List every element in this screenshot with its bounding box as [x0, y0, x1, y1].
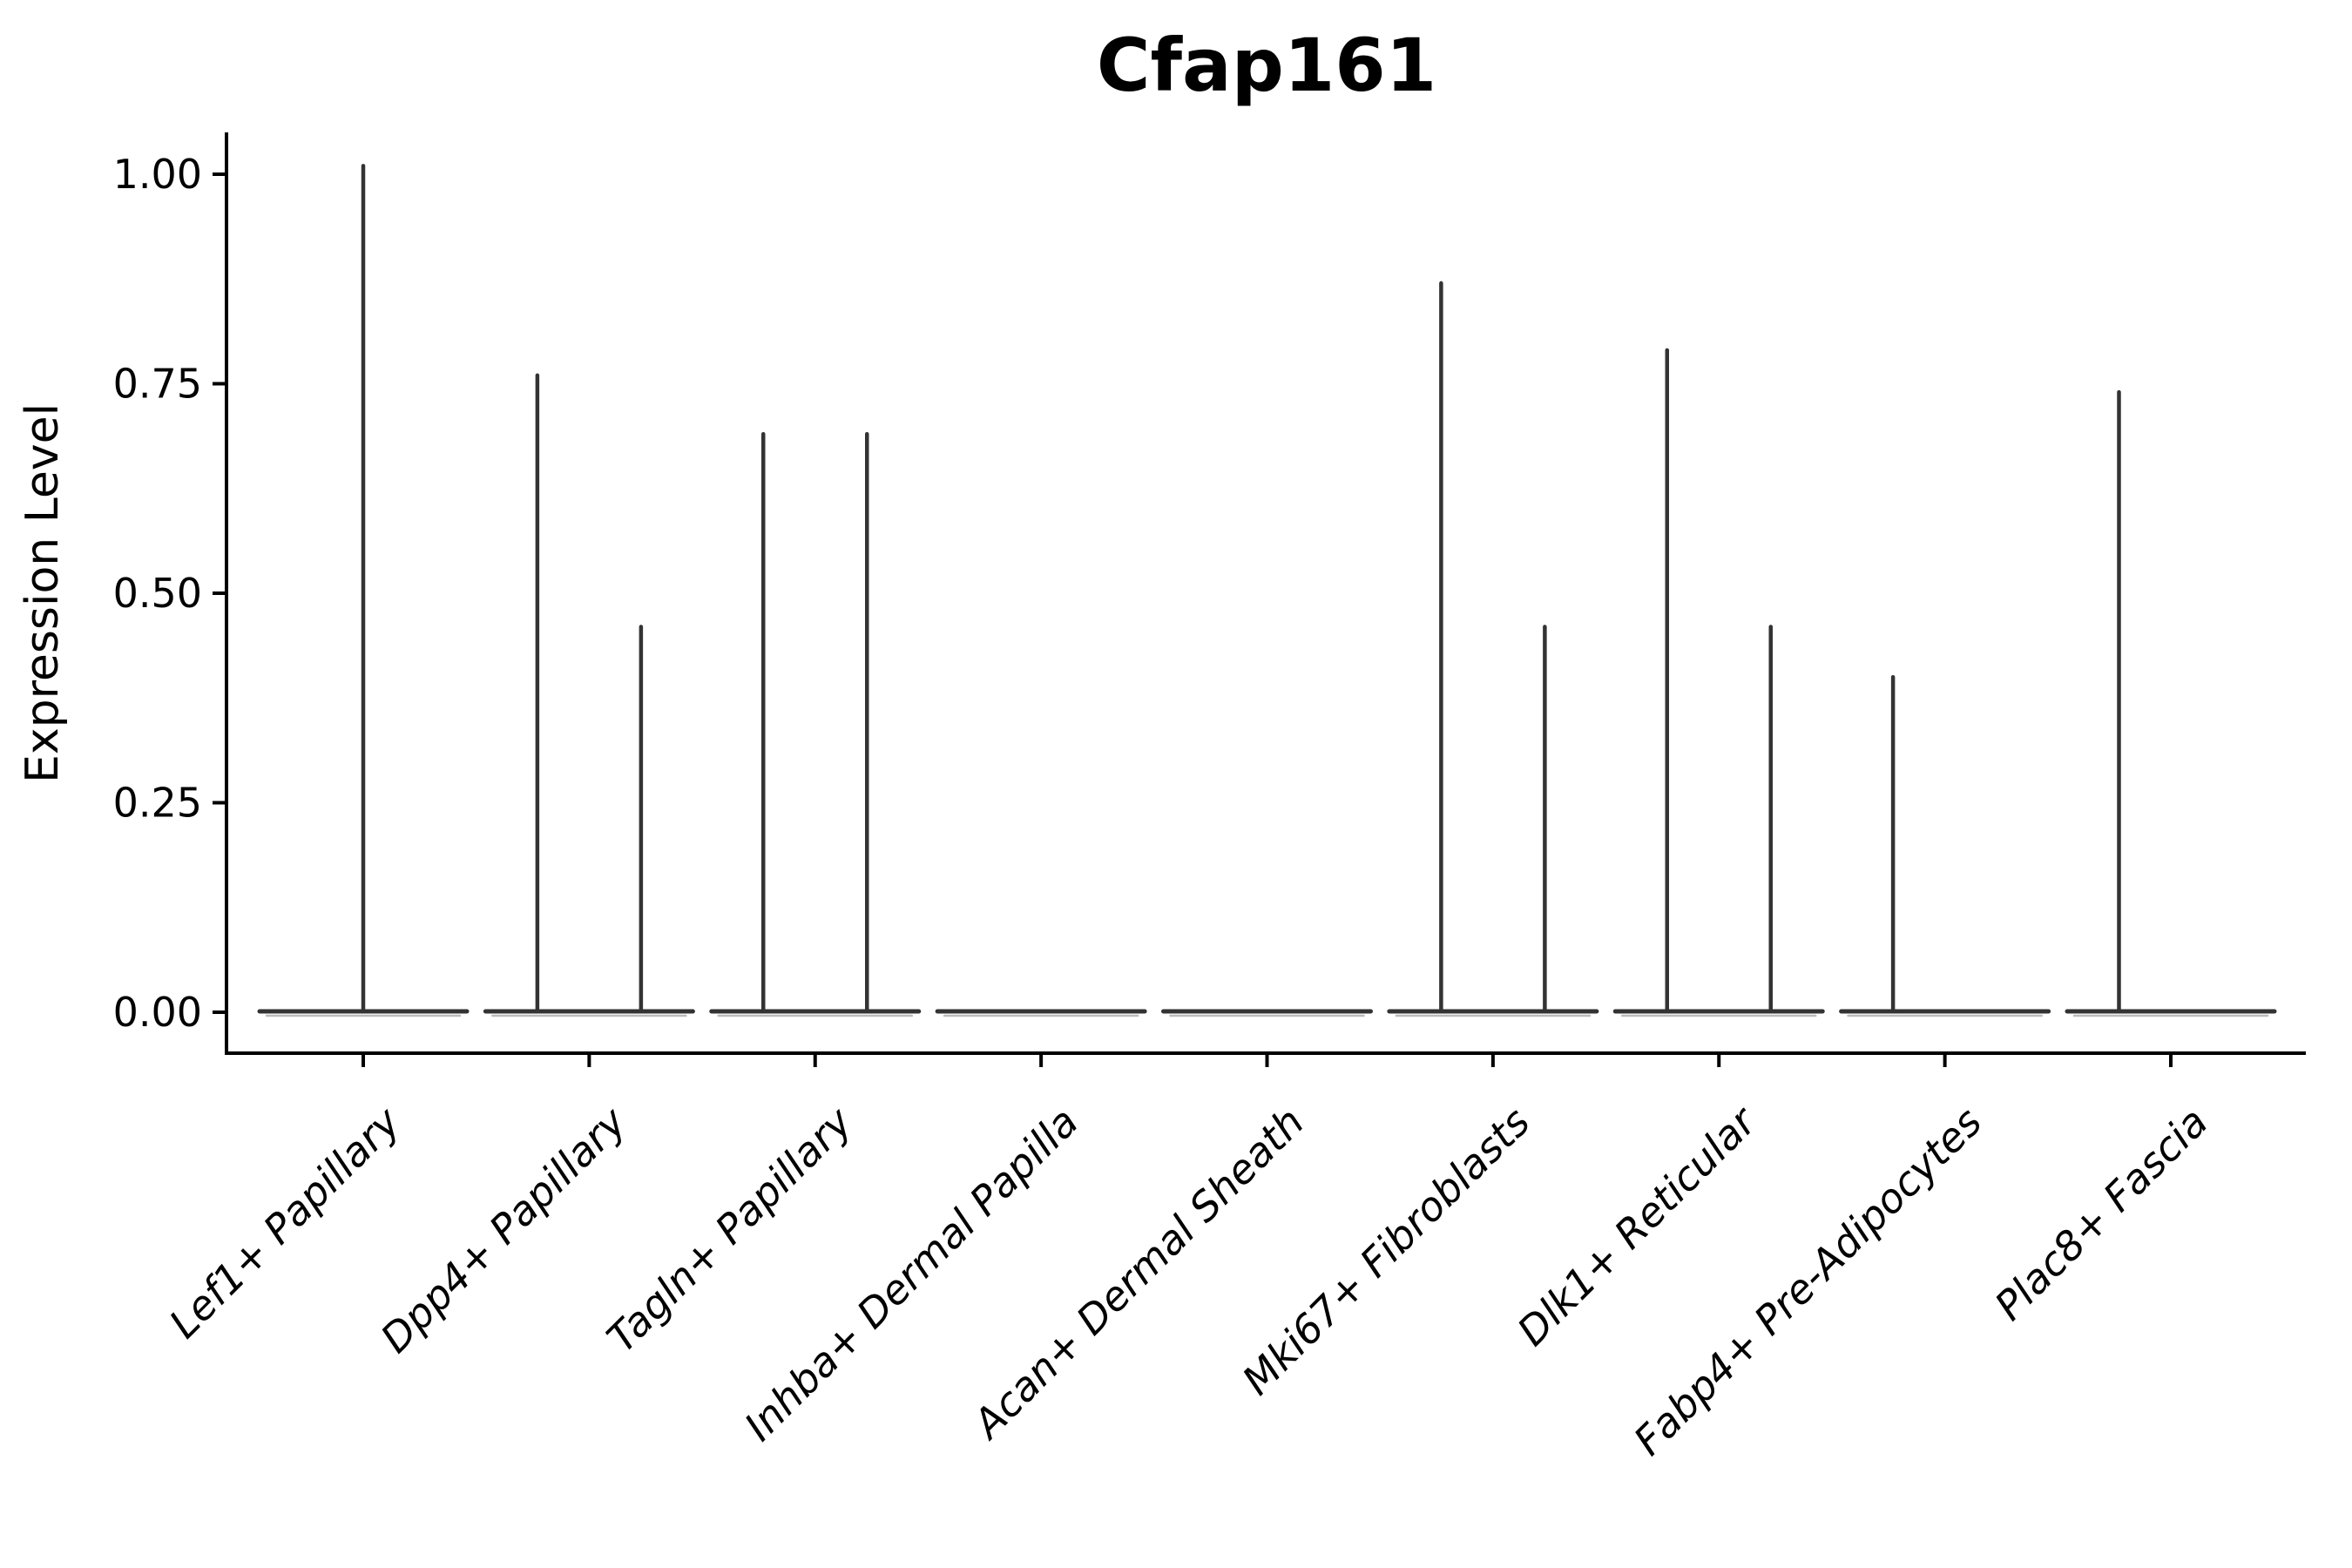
- y-tick-label: 0.00: [113, 989, 202, 1036]
- y-tick-label: 1.00: [113, 151, 202, 198]
- y-axis-title: Expression Level: [17, 403, 69, 783]
- x-tick-label: Dlk1+ Reticular: [1508, 1096, 1767, 1355]
- x-tick-label: Lef1+ Papillary: [160, 1098, 409, 1347]
- y-tick-label: 0.25: [113, 780, 202, 827]
- axes-group: [213, 132, 2306, 1067]
- violins-group: [257, 164, 2277, 1017]
- y-tick-labels-group: 0.00 0.25 0.50 0.75 1.00: [113, 151, 202, 1036]
- y-tick-label: 0.75: [113, 361, 202, 408]
- chart-title: Cfap161: [1097, 23, 1436, 108]
- y-tick-label: 0.50: [113, 570, 202, 617]
- x-tick-label: Plac8+ Fascia: [1985, 1098, 2216, 1329]
- x-tick-label: Tagln+ Papillary: [598, 1098, 862, 1362]
- x-tick-label: Dpp4+ Papillary: [371, 1098, 635, 1362]
